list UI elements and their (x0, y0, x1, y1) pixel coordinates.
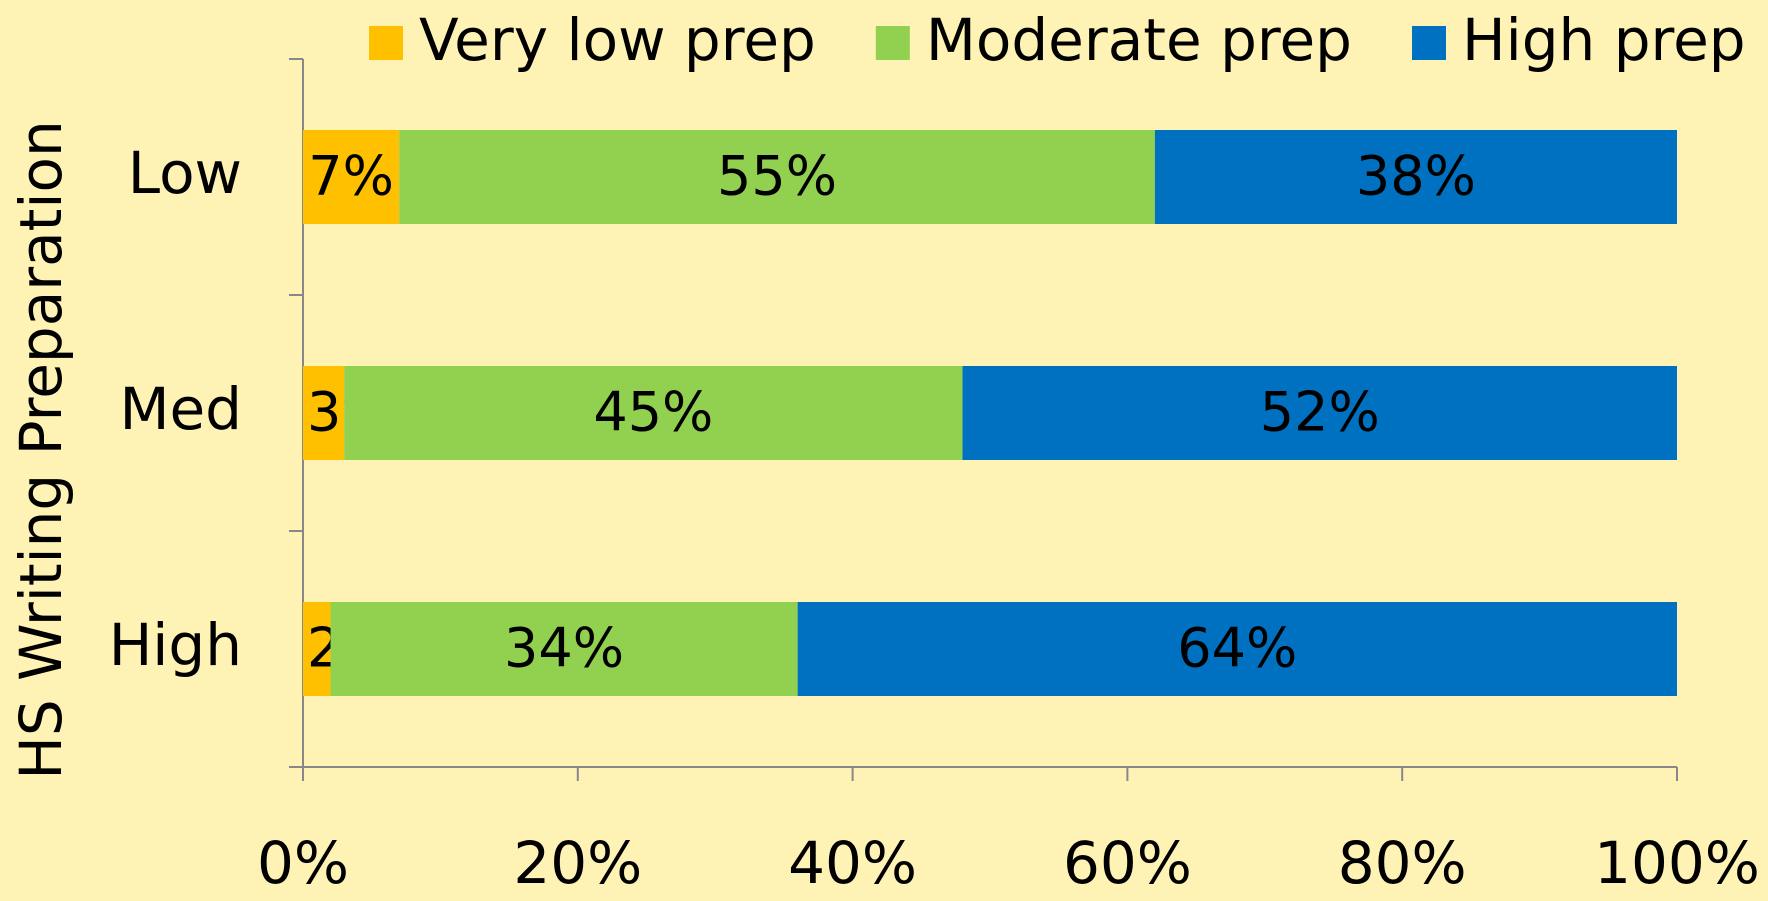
y-tick-label: Low (128, 139, 242, 207)
bar-segment (962, 366, 1677, 460)
data-label: 45% (593, 381, 713, 444)
data-label: 38% (1356, 145, 1476, 208)
data-label: 7% (308, 145, 394, 208)
bar-segment (303, 130, 400, 224)
x-tick-label: 100% (1594, 829, 1760, 897)
y-tick-label: High (109, 611, 242, 679)
x-tick-label: 80% (1338, 829, 1467, 897)
bar-segment (797, 602, 1677, 696)
y-tick-label: Med (119, 375, 242, 443)
legend-swatch (875, 26, 910, 60)
x-tick-label: 20% (513, 829, 642, 897)
legend-label: High prep (1462, 6, 1746, 74)
data-label: 55% (717, 145, 837, 208)
x-tick-label: 40% (788, 829, 917, 897)
data-label: 64% (1177, 617, 1297, 680)
x-tick-label: 0% (257, 829, 349, 897)
legend-swatch (1412, 26, 1446, 60)
data-label: 34% (504, 617, 624, 680)
y-axis-label: HS Writing Preparation (7, 120, 75, 780)
legend-label: Very low prep (419, 6, 816, 74)
legend-swatch (369, 26, 403, 60)
data-label: 52% (1260, 381, 1380, 444)
bar-segment (1154, 130, 1677, 224)
bar-segment (344, 366, 963, 460)
bar-segment (399, 130, 1155, 224)
bar-segment (303, 366, 345, 460)
legend-label: Moderate prep (926, 6, 1352, 74)
bar-segment (330, 602, 798, 696)
x-tick-label: 60% (1063, 829, 1192, 897)
bar-segment (303, 602, 331, 696)
